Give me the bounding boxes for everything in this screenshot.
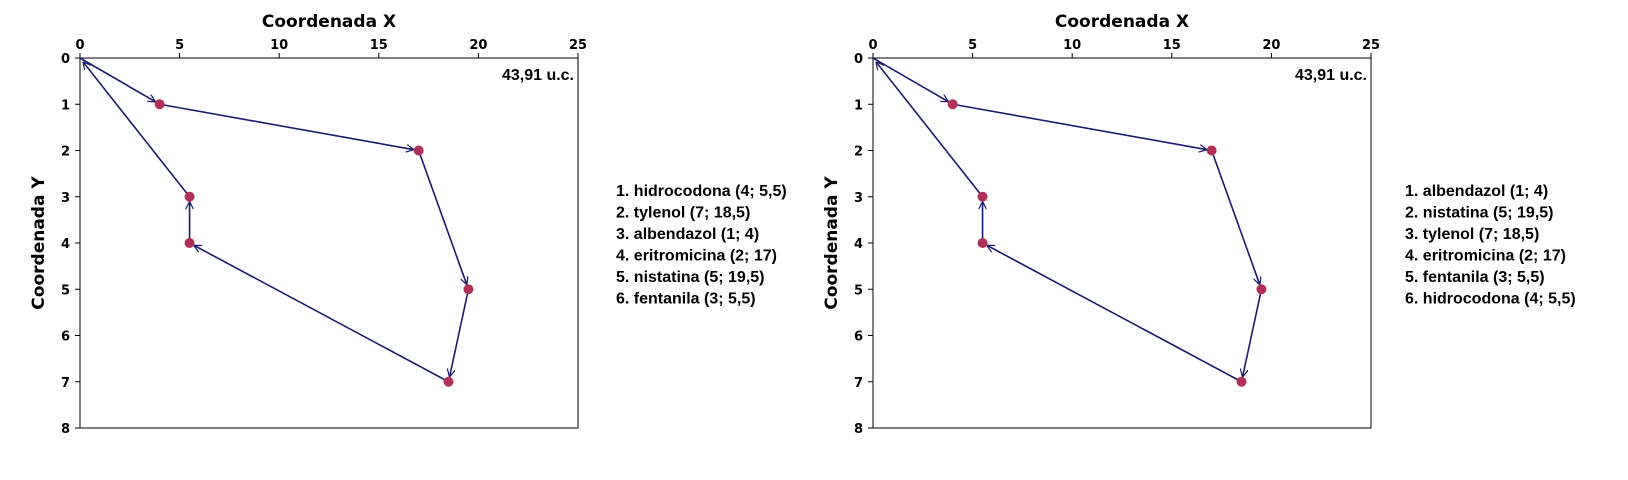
- y-tick-label: 0: [61, 52, 70, 67]
- legend-entry: 3. tylenol (7; 18,5): [1405, 226, 1539, 243]
- route-point-marker: [1256, 284, 1267, 295]
- route-point-marker: [413, 145, 424, 156]
- x-tick-label: 0: [75, 38, 84, 53]
- route-point-marker: [1236, 376, 1247, 387]
- plot-frame: [872, 57, 1372, 429]
- legend-entry: 1. hidrocodona (4; 5,5): [616, 183, 787, 200]
- x-tick-label: 20: [1262, 38, 1280, 53]
- distance-label: 43,91 u.c.: [502, 67, 574, 84]
- route-point-marker: [977, 238, 988, 248]
- y-tick-label: 3: [61, 191, 70, 206]
- x-tick-label: 25: [1362, 38, 1380, 53]
- route-arrow: [1210, 150, 1260, 285]
- route-arrow: [987, 246, 1242, 383]
- y-axis-title: Coordenada Y: [29, 176, 49, 310]
- route-point-marker: [184, 238, 195, 248]
- route-arrow: [872, 57, 948, 101]
- route-point-marker: [977, 191, 988, 202]
- y-tick-label: 7: [854, 376, 863, 391]
- route-point-marker: [947, 99, 958, 110]
- x-tick-label: 5: [968, 38, 977, 53]
- legend-entry: 4. eritromicina (2; 17): [616, 248, 777, 265]
- y-tick-label: 8: [61, 422, 70, 437]
- y-tick-label: 8: [854, 422, 863, 437]
- chart-panel-1: 0 5 10 15 20 25 0 1 2 3 4 5 6 7 8 Coordenada X Coordenad…: [29, 12, 787, 437]
- y-tick-label: 1: [61, 98, 70, 113]
- x-tick-label: 25: [569, 38, 587, 53]
- y-tick-label: 7: [61, 376, 70, 391]
- legend-entry: 6. hidrocodona (4; 5,5): [1405, 291, 1576, 308]
- x-axis-title: Coordenada X: [262, 12, 396, 32]
- y-tick-label: 4: [61, 237, 70, 252]
- route-arrow: [1243, 289, 1263, 376]
- route-arrow: [83, 62, 191, 198]
- route-arrow: [194, 246, 449, 383]
- y-tick-label: 1: [854, 98, 863, 113]
- y-tick-label: 4: [854, 237, 863, 252]
- y-tick-label: 0: [854, 52, 863, 67]
- x-tick-label: 0: [868, 38, 877, 53]
- x-tick-label: 15: [1163, 38, 1181, 53]
- legend-entry: 1. albendazol (1; 4): [1405, 183, 1548, 200]
- x-axis-title: Coordenada X: [1055, 12, 1189, 32]
- route-point-marker: [463, 284, 474, 295]
- route-point-marker: [1206, 145, 1217, 156]
- x-tick-label: 20: [469, 38, 487, 53]
- route-arrow: [417, 150, 467, 285]
- y-tick-label: 3: [854, 191, 863, 206]
- legend-entry: 5. nistatina (5; 19,5): [616, 269, 765, 286]
- route-arrow: [952, 103, 1207, 149]
- legend-entry: 6. fentanila (3; 5,5): [616, 291, 756, 308]
- y-tick-label: 2: [61, 145, 70, 160]
- legend-entry: 5. fentanila (3; 5,5): [1405, 269, 1545, 286]
- distance-label: 43,91 u.c.: [1295, 67, 1367, 84]
- legend-entry: 3. albendazol (1; 4): [616, 226, 759, 243]
- route-point-marker: [443, 376, 454, 387]
- x-tick-label: 10: [270, 38, 288, 53]
- y-tick-label: 6: [854, 330, 863, 345]
- route-arrow: [159, 103, 414, 149]
- legend-entry: 4. eritromicina (2; 17): [1405, 248, 1566, 265]
- y-tick-label: 6: [61, 330, 70, 345]
- x-tick-label: 15: [370, 38, 388, 53]
- route-arrow: [450, 289, 470, 376]
- route-arrow: [876, 62, 984, 198]
- plot-frame: [79, 57, 579, 429]
- x-tick-label: 5: [175, 38, 184, 53]
- y-axis-title: Coordenada Y: [822, 176, 842, 310]
- legend-entry: 2. nistatina (5; 19,5): [1405, 205, 1554, 222]
- y-tick-label: 5: [854, 283, 863, 298]
- route-point-marker: [154, 99, 165, 110]
- route-arrow: [79, 57, 155, 101]
- y-tick-label: 5: [61, 283, 70, 298]
- y-tick-label: 2: [854, 145, 863, 160]
- legend-entry: 2. tylenol (7; 18,5): [616, 205, 750, 222]
- chart-panel-2: 0 5 10 15 20 25 0 1 2 3 4 5 6 7 8 Coordenada X Coordenad…: [822, 12, 1576, 437]
- x-tick-label: 10: [1063, 38, 1081, 53]
- route-point-marker: [184, 191, 195, 202]
